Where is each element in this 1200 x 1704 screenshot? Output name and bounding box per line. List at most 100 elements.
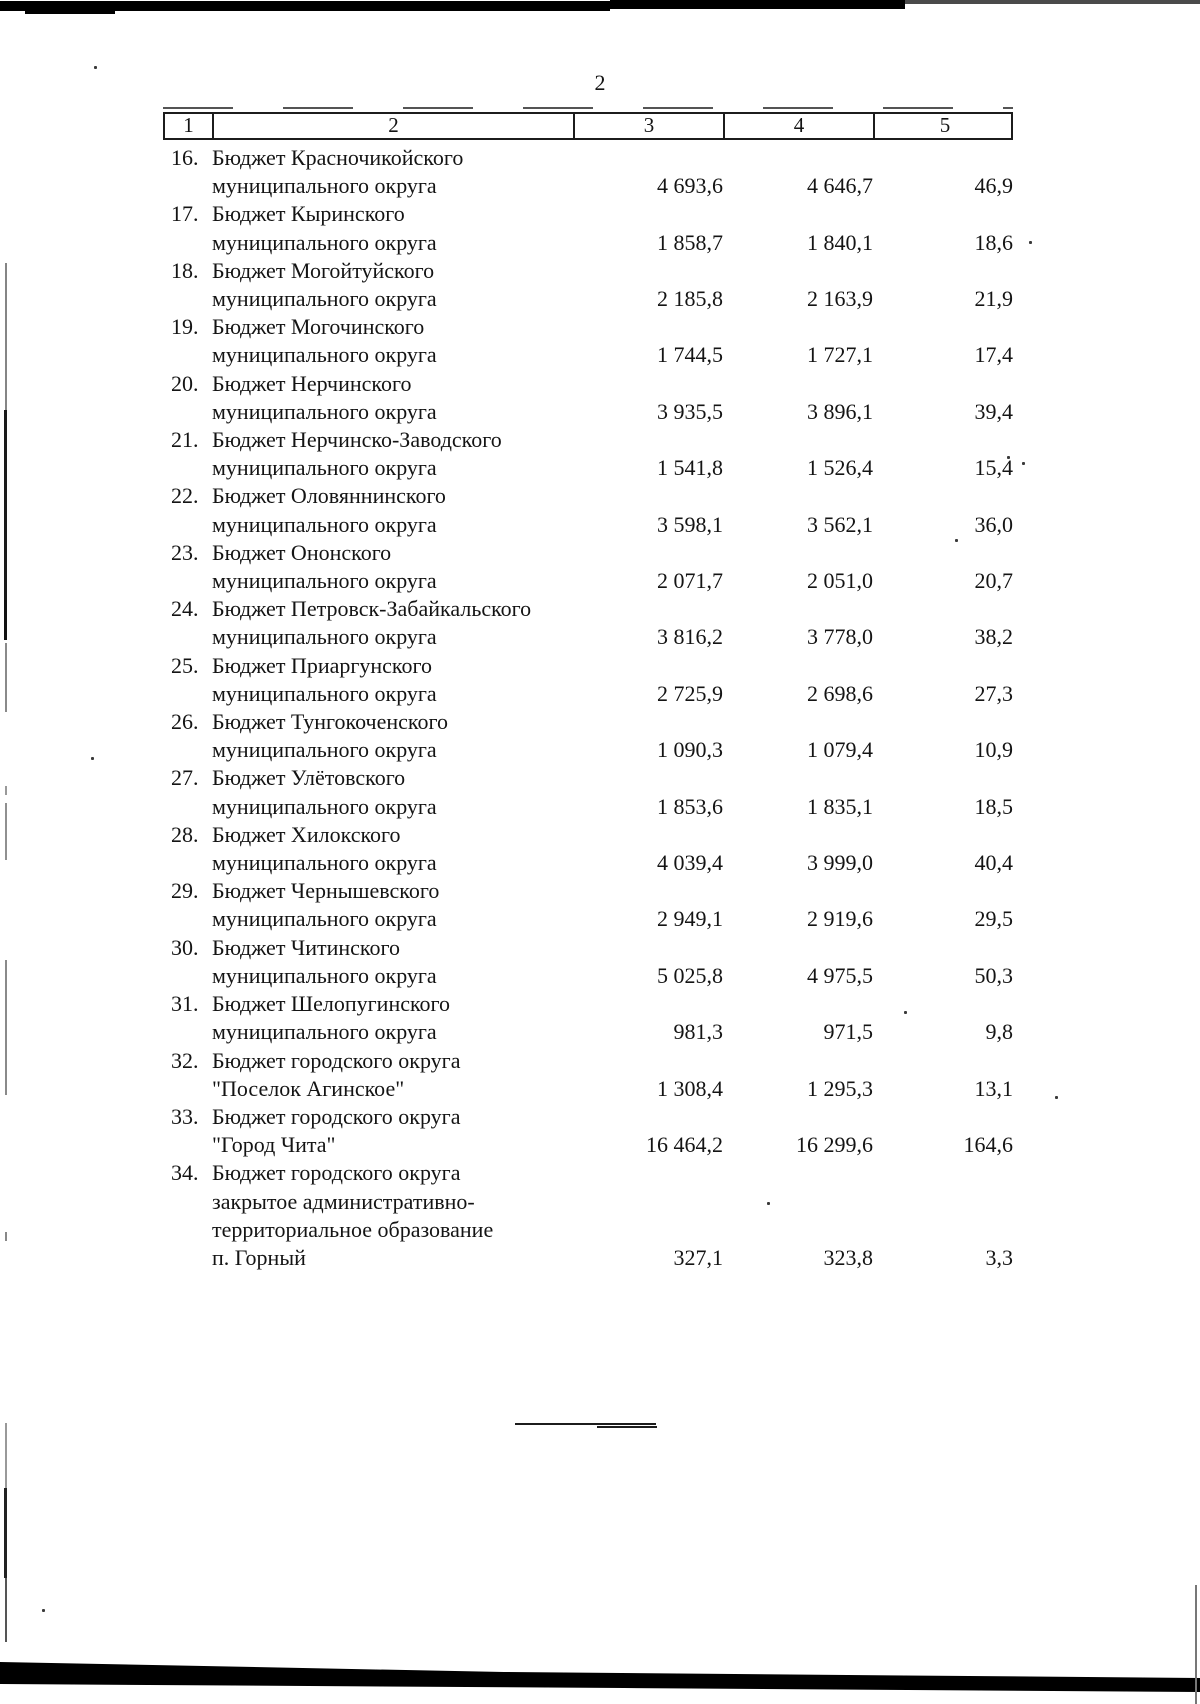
value-col3: 3 598,1 — [657, 511, 723, 537]
value-col3: 5 025,8 — [657, 962, 723, 988]
value-col3: 981,3 — [673, 1019, 724, 1045]
value-col3: 2 725,9 — [657, 680, 723, 706]
header-cell-3: 3 — [575, 114, 725, 138]
row-name-line: Бюджет Приаргунского — [212, 652, 432, 678]
value-col5: 15,4 — [974, 455, 1014, 481]
table-row: 18. Бюджет Могойтуйского муниципального ок… — [163, 257, 1013, 313]
value-col5: 39,4 — [974, 398, 1014, 424]
value-col3: 4 039,4 — [657, 850, 723, 876]
row-name-line: Бюджет Оловяннинского — [212, 483, 446, 509]
value-col5: 50,3 — [974, 962, 1014, 988]
value-col4: 4 975,5 — [807, 962, 873, 988]
table-row: 27. Бюджет Улётовского муниципального окру… — [163, 764, 1013, 820]
row-name: Бюджет Петровск-Забайкальского муниципаль… — [212, 595, 573, 651]
value-col5: 46,9 — [974, 173, 1014, 199]
row-name-line: Бюджет Тунгокоченского — [212, 709, 448, 735]
scan-speck — [94, 66, 97, 69]
scan-artifact-left-line-10 — [4, 1488, 7, 1578]
row-name: Бюджет Оловяннинского муниципального окру… — [212, 482, 573, 538]
table-row: 29. Бюджет Чернышевского муниципального ок… — [163, 877, 1013, 933]
row-number: 19. — [171, 314, 199, 340]
scan-speck — [1029, 241, 1032, 244]
value-col5: 36,0 — [974, 511, 1014, 537]
row-name-line: муниципального округа — [212, 962, 437, 988]
scan-artifact-left-line-8 — [5, 1232, 7, 1241]
table-row: 21. Бюджет Нерчинско-Заводского муниципаль… — [163, 426, 1013, 482]
header-cell-5: 5 — [939, 113, 951, 137]
value-col4: 1 079,4 — [807, 737, 873, 763]
scan-artifact-left-line-1 — [5, 263, 7, 410]
row-number: 33. — [171, 1103, 199, 1129]
value-col4: 2 698,6 — [807, 680, 873, 706]
value-col5: 3,3 — [985, 1244, 1014, 1270]
row-number: 21. — [171, 427, 199, 453]
value-col4: 971,5 — [823, 1019, 874, 1045]
row-name-line: Бюджет Чернышевского — [212, 878, 440, 904]
value-col3: 16 464,2 — [646, 1132, 723, 1158]
row-name-line: Бюджет городского округа — [212, 1160, 461, 1186]
row-name-line: муниципального округа — [212, 680, 437, 706]
row-number: 23. — [171, 539, 199, 565]
value-col5: 27,3 — [974, 680, 1014, 706]
table-row: 23. Бюджет Ононского муниципального округа… — [163, 539, 1013, 595]
value-col3: 1 853,6 — [657, 793, 723, 819]
table-row: 30. Бюджет Читинского муниципального округ… — [163, 934, 1013, 990]
row-number: 17. — [171, 201, 199, 227]
table-row: 33. Бюджет городского округа "Город Чита" 1… — [163, 1103, 1013, 1159]
table-row: 17. Бюджет Кыринского муниципального округ… — [163, 200, 1013, 256]
row-name: Бюджет Нерчинского муниципального округа — [212, 370, 573, 426]
scan-speck — [767, 1202, 770, 1205]
row-number: 24. — [171, 596, 199, 622]
value-col5: 164,6 — [963, 1132, 1014, 1158]
row-number: 28. — [171, 821, 199, 847]
row-number: 25. — [171, 652, 199, 678]
row-name: Бюджет городского округа "Город Чита" — [212, 1103, 573, 1159]
value-col3: 327,1 — [673, 1244, 724, 1270]
table-header: 1 2 3 4 5 — [163, 112, 1013, 140]
scan-artifact-left-line-7 — [5, 960, 7, 1095]
value-col3: 1 541,8 — [657, 455, 723, 481]
row-name-line: муниципального округа — [212, 229, 437, 255]
scan-speck — [1055, 1096, 1058, 1099]
row-name-line: муниципального округа — [212, 568, 437, 594]
row-name: Бюджет Могочинского муниципального округа — [212, 313, 573, 369]
table-row: 19. Бюджет Могочинского муниципального окр… — [163, 313, 1013, 369]
value-col3: 1 308,4 — [657, 1075, 723, 1101]
scan-speck — [91, 757, 94, 760]
row-name-line: муниципального округа — [212, 793, 437, 819]
row-name-line: Бюджет Улётовского — [212, 765, 406, 791]
scan-artifact-top-band-mid — [610, 0, 905, 9]
row-name: Бюджет Читинского муниципального округа — [212, 934, 573, 990]
row-name: Бюджет Шелопугинского муниципального окру… — [212, 990, 573, 1046]
row-number: 22. — [171, 483, 199, 509]
row-name-line: муниципального округа — [212, 342, 437, 368]
row-name-line: Бюджет Хилокского — [212, 821, 401, 847]
scan-artifact-bottom-band — [0, 1662, 1200, 1692]
value-col4: 16 299,6 — [796, 1132, 873, 1158]
value-col4: 3 896,1 — [807, 398, 873, 424]
scan-artifact-left-line-2 — [4, 410, 7, 600]
row-name-line: муниципального округа — [212, 906, 437, 932]
value-col5: 38,2 — [974, 624, 1014, 650]
row-name: Бюджет Кыринского муниципального округа — [212, 200, 573, 256]
row-name: Бюджет Хилокского муниципального округа — [212, 821, 573, 877]
scan-speck — [42, 1609, 45, 1612]
row-name-line: Бюджет городского округа — [212, 1047, 461, 1073]
value-col5: 13,1 — [974, 1075, 1014, 1101]
footnote-rule — [515, 1423, 656, 1425]
value-col4: 1 295,3 — [807, 1075, 873, 1101]
value-col5: 20,7 — [974, 568, 1014, 594]
row-name: Бюджет Могойтуйского муниципального округ… — [212, 257, 573, 313]
scan-artifact-header-ghost-line — [163, 107, 1013, 109]
row-number: 20. — [171, 370, 199, 396]
row-number: 27. — [171, 765, 199, 791]
row-name-line: муниципального округа — [212, 173, 437, 199]
row-name-line: закрытое административно- — [212, 1188, 475, 1214]
row-name: Бюджет Тунгокоченского муниципального окр… — [212, 708, 573, 764]
value-col3: 2 185,8 — [657, 286, 723, 312]
value-col3: 2 949,1 — [657, 906, 723, 932]
value-col3: 3 935,5 — [657, 398, 723, 424]
table-row: 20. Бюджет Нерчинского муниципального окру… — [163, 370, 1013, 426]
table-row: 25. Бюджет Приаргунского муниципального ок… — [163, 652, 1013, 708]
